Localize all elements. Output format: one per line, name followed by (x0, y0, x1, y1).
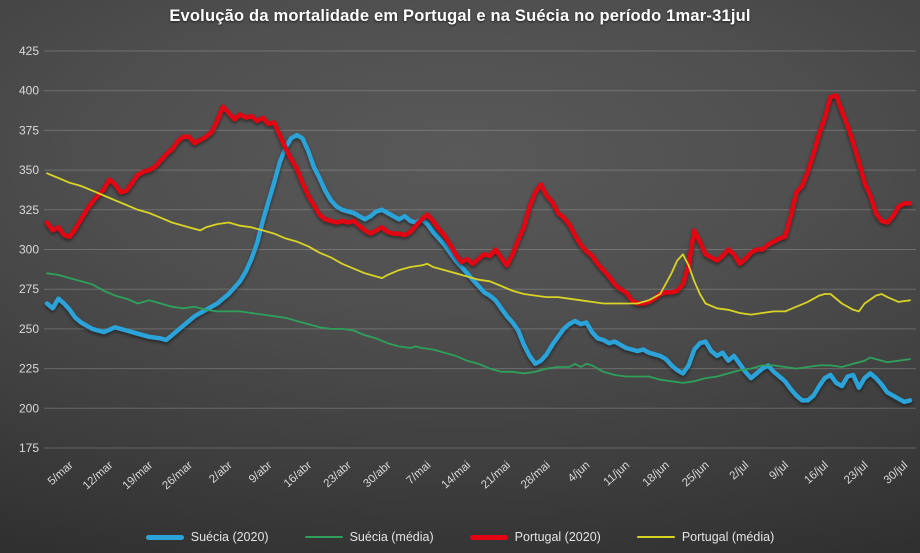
legend-item-su-cia-m-dia-: Suécia (média) (304, 530, 434, 544)
y-tick-label: 175 (19, 441, 39, 455)
x-tick-label: 18/jun (641, 459, 672, 489)
chart-title: Evolução da mortalidade em Portugal e na… (169, 7, 751, 25)
y-tick-label: 300 (19, 243, 39, 257)
series-line-su-cia-m-dia- (46, 272, 911, 384)
x-tick-label: 5/mar (46, 459, 76, 488)
y-tick-label: 375 (19, 123, 39, 137)
x-tick-label: 25/jun (680, 459, 711, 489)
x-tick-label: 11/jun (601, 459, 632, 488)
x-tick-label: 30/jul (882, 459, 910, 486)
y-tick-label: 225 (19, 362, 39, 376)
x-tick-label: 4/jun (566, 459, 593, 485)
x-tick-label: 14/mai (439, 459, 473, 491)
x-tick-label: 9/abr (247, 459, 275, 486)
y-tick-label: 200 (19, 401, 39, 415)
legend-swatch (469, 534, 508, 540)
y-tick-label: 425 (19, 44, 39, 58)
x-tick-label: 2/abr (207, 459, 235, 486)
y-tick-label: 325 (19, 203, 39, 217)
plot-area: 425 400 375 350 325 300 275 250 225 200 175 5/mar 12… (19, 44, 916, 492)
x-tick-label: 30/abr (361, 459, 393, 490)
legend-label: Suécia (média) (349, 530, 434, 544)
legend-label: Portugal (2020) (514, 530, 601, 544)
x-tick-label: 23/abr (322, 459, 354, 490)
x-tick-label: 16/jul (802, 459, 830, 486)
legend-swatch (145, 534, 184, 540)
legend-label: Suécia (2020) (190, 530, 269, 544)
x-tick-label: 23/jul (842, 459, 870, 486)
legend-label: Portugal (média) (681, 530, 775, 544)
x-tick-label: 21/mai (479, 459, 513, 491)
x-tick-label: 28/mai (519, 459, 553, 491)
x-tick-label: 2/jul (728, 459, 752, 482)
x-tick-label: 12/mar (81, 459, 116, 492)
series-line-su-cia-2020- (44, 132, 913, 405)
legend-item-portugal-m-dia-: Portugal (média) (636, 530, 775, 544)
x-tick-label: 9/jul (767, 459, 791, 482)
y-tick-label: 275 (19, 282, 39, 296)
x-tick-label: 19/mar (121, 459, 156, 492)
x-tick-label: 26/mar (160, 459, 195, 492)
y-tick-label: 350 (19, 163, 39, 177)
legend-swatch (304, 536, 343, 538)
series-line-portugal-2020- (44, 93, 913, 306)
series-line-portugal-m-dia- (46, 172, 911, 316)
legend-swatch (636, 536, 675, 538)
legend-item-su-cia-2020-: Suécia (2020) (145, 530, 269, 544)
legend-item-portugal-2020-: Portugal (2020) (469, 530, 601, 544)
x-tick-label: 7/mai (404, 459, 433, 487)
legend: Suécia (2020) Suécia (média) Portugal (202… (0, 530, 920, 544)
y-tick-label: 400 (19, 84, 39, 98)
x-tick-label: 16/abr (282, 459, 314, 490)
y-tick-label: 250 (19, 322, 39, 336)
